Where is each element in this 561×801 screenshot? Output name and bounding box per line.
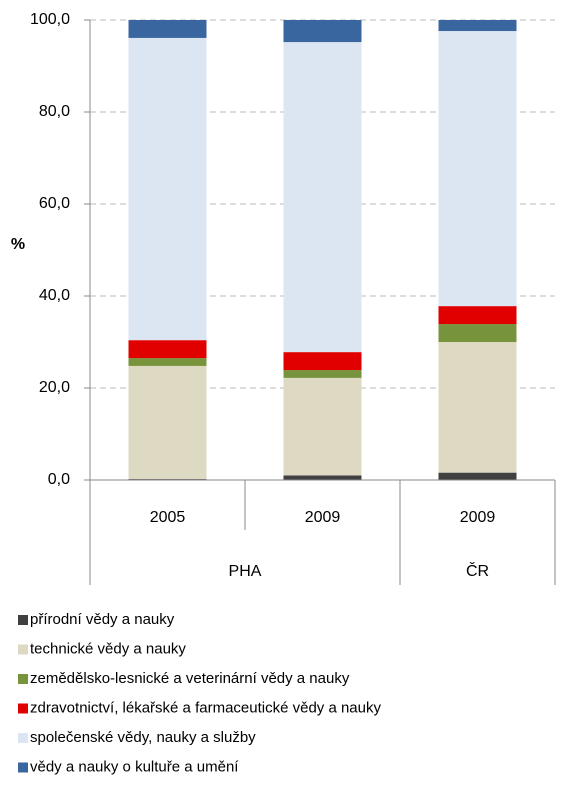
- y-axis-label: %: [11, 236, 25, 253]
- y-tick-label: 80,0: [39, 103, 70, 120]
- bar-segment: [283, 42, 362, 353]
- bar-segment: [283, 352, 362, 371]
- bar-segment: [438, 342, 517, 473]
- legend-label: zemědělsko-lesnické a veterinární vědy a…: [30, 670, 350, 687]
- legend-label: technické vědy a nauky: [30, 640, 186, 657]
- legend-swatch: [18, 703, 28, 714]
- bar-segment: [128, 340, 207, 359]
- legend-label: společenské vědy, nauky a služby: [30, 729, 256, 746]
- x-tick-label: 2009: [460, 509, 496, 526]
- legend-label: vědy a nauky o kultuře a umění: [30, 758, 239, 775]
- bar-segment: [283, 475, 362, 480]
- bar-segment: [283, 377, 362, 476]
- group-label: ČR: [466, 561, 489, 580]
- legend-swatch: [18, 674, 28, 684]
- bar-segment: [438, 324, 517, 342]
- bar-segment: [128, 358, 207, 366]
- bar-segment: [128, 37, 207, 341]
- legend-swatch: [18, 644, 28, 655]
- bar-segment: [283, 20, 362, 43]
- bar-segment: [438, 20, 517, 32]
- y-tick-label: 60,0: [39, 195, 70, 212]
- y-tick-label: 20,0: [39, 379, 70, 396]
- group-label: PHA: [229, 563, 262, 580]
- y-tick-label: 40,0: [39, 287, 70, 304]
- bar-segment: [438, 31, 517, 307]
- legend-swatch: [18, 733, 28, 743]
- legend-label: zdravotnictví, lékařské a farmaceutické …: [30, 699, 381, 716]
- y-tick-label: 100,0: [30, 11, 70, 28]
- y-tick-label: 0,0: [48, 471, 70, 488]
- legend-label: přírodní vědy a nauky: [30, 611, 175, 628]
- bar-segment: [438, 306, 517, 325]
- bar-segment: [128, 365, 207, 480]
- x-tick-label: 2009: [305, 509, 341, 526]
- x-tick-label: 2005: [150, 509, 186, 526]
- bar-segment: [283, 370, 362, 378]
- legend-swatch: [18, 762, 28, 773]
- legend-swatch: [18, 615, 28, 625]
- bar-segment: [128, 20, 207, 38]
- bar-segment: [438, 472, 517, 480]
